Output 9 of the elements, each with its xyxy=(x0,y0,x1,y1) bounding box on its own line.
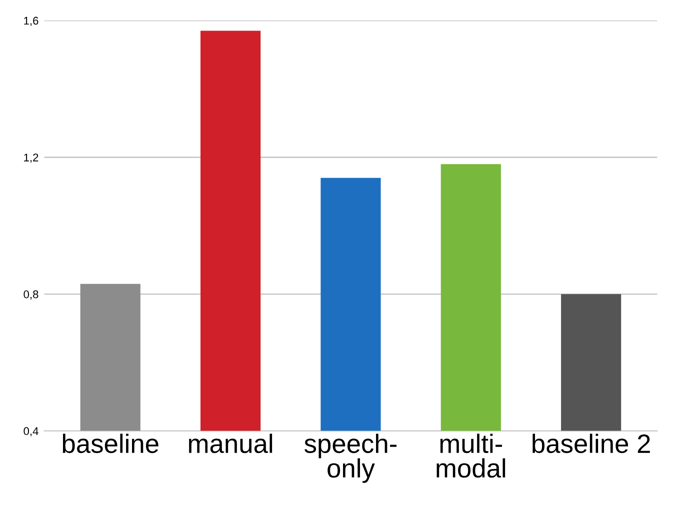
y-tick-label: 0,4 xyxy=(24,427,38,436)
x-tick-label: baseline 2 xyxy=(532,434,650,454)
x-tick-label: baseline xyxy=(62,434,158,454)
y-tick-label: 1,2 xyxy=(24,154,38,163)
y-tick-label: 1,6 xyxy=(24,16,38,26)
x-tick-label: speech- only xyxy=(304,434,396,483)
x-tick-label: multi- modal xyxy=(436,434,506,478)
x-tick-label: manual xyxy=(189,434,272,454)
y-tick-label: 0,8 xyxy=(24,290,38,300)
